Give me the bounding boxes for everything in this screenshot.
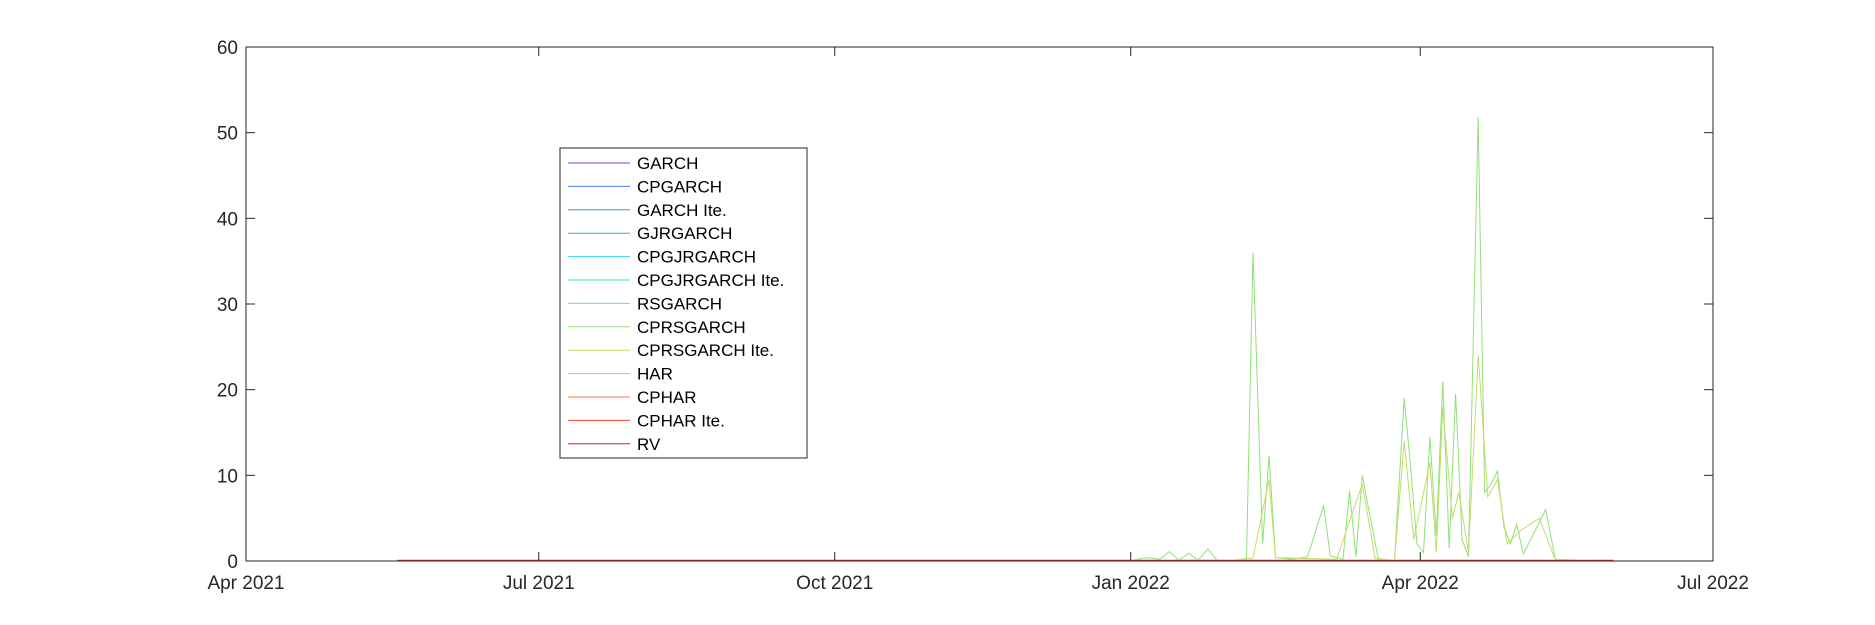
x-tick-label: Jul 2021 — [503, 573, 575, 594]
x-tick-label: Jan 2022 — [1092, 573, 1170, 594]
legend-label: GARCH — [637, 154, 698, 173]
y-tick-label: 40 — [217, 209, 238, 230]
x-tick-label: Jul 2022 — [1677, 573, 1749, 594]
legend-label: GJRGARCH — [637, 224, 732, 243]
legend-label: CPGJRGARCH — [637, 248, 756, 267]
legend-label: CPGARCH — [637, 177, 722, 196]
y-tick-label: 10 — [217, 466, 238, 487]
legend-label: CPHAR Ite. — [637, 411, 725, 430]
legend: GARCH CPGARCH GARCH Ite. GJRGARCH CPGJRGARCH… — [559, 147, 808, 459]
series-line-8 — [397, 355, 1614, 562]
x-axis: Apr 2021 Jul 2021 Oct 2021 Jan 2022 Apr 2022… — [207, 47, 1749, 594]
plot-area-frame — [245, 46, 1714, 562]
y-tick-label: 20 — [217, 381, 238, 402]
y-tick-label: 0 — [227, 552, 238, 573]
legend-items: GARCH CPGARCH GARCH Ite. GJRGARCH CPGJRGARCH… — [568, 154, 784, 454]
series-line-7 — [397, 117, 1614, 562]
legend-label: CPHAR — [637, 388, 697, 407]
legend-label: GARCH Ite. — [637, 201, 727, 220]
legend-label: CPRSGARCH — [637, 318, 746, 337]
legend-label: CPRSGARCH Ite. — [637, 341, 774, 360]
y-tick-label: 60 — [217, 38, 238, 59]
legend-label: CPGJRGARCH Ite. — [637, 271, 784, 290]
x-tick-label: Oct 2021 — [796, 573, 873, 594]
y-axis: 0 10 20 30 40 50 60 — [217, 38, 1713, 573]
legend-label: RSGARCH — [637, 294, 722, 313]
legend-label: RV — [637, 435, 661, 454]
legend-label: HAR — [637, 365, 673, 384]
x-tick-label: Apr 2022 — [1382, 573, 1459, 594]
y-tick-label: 50 — [217, 124, 238, 145]
y-tick-label: 30 — [217, 295, 238, 316]
x-tick-label: Apr 2021 — [207, 573, 284, 594]
